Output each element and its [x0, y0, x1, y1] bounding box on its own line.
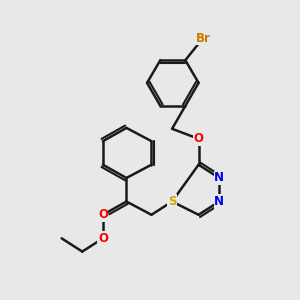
Text: O: O [98, 232, 108, 245]
Text: O: O [98, 208, 108, 221]
Text: O: O [194, 132, 204, 145]
Text: S: S [168, 195, 176, 208]
Text: N: N [214, 195, 224, 208]
Text: Br: Br [196, 32, 210, 45]
Text: N: N [214, 172, 224, 184]
